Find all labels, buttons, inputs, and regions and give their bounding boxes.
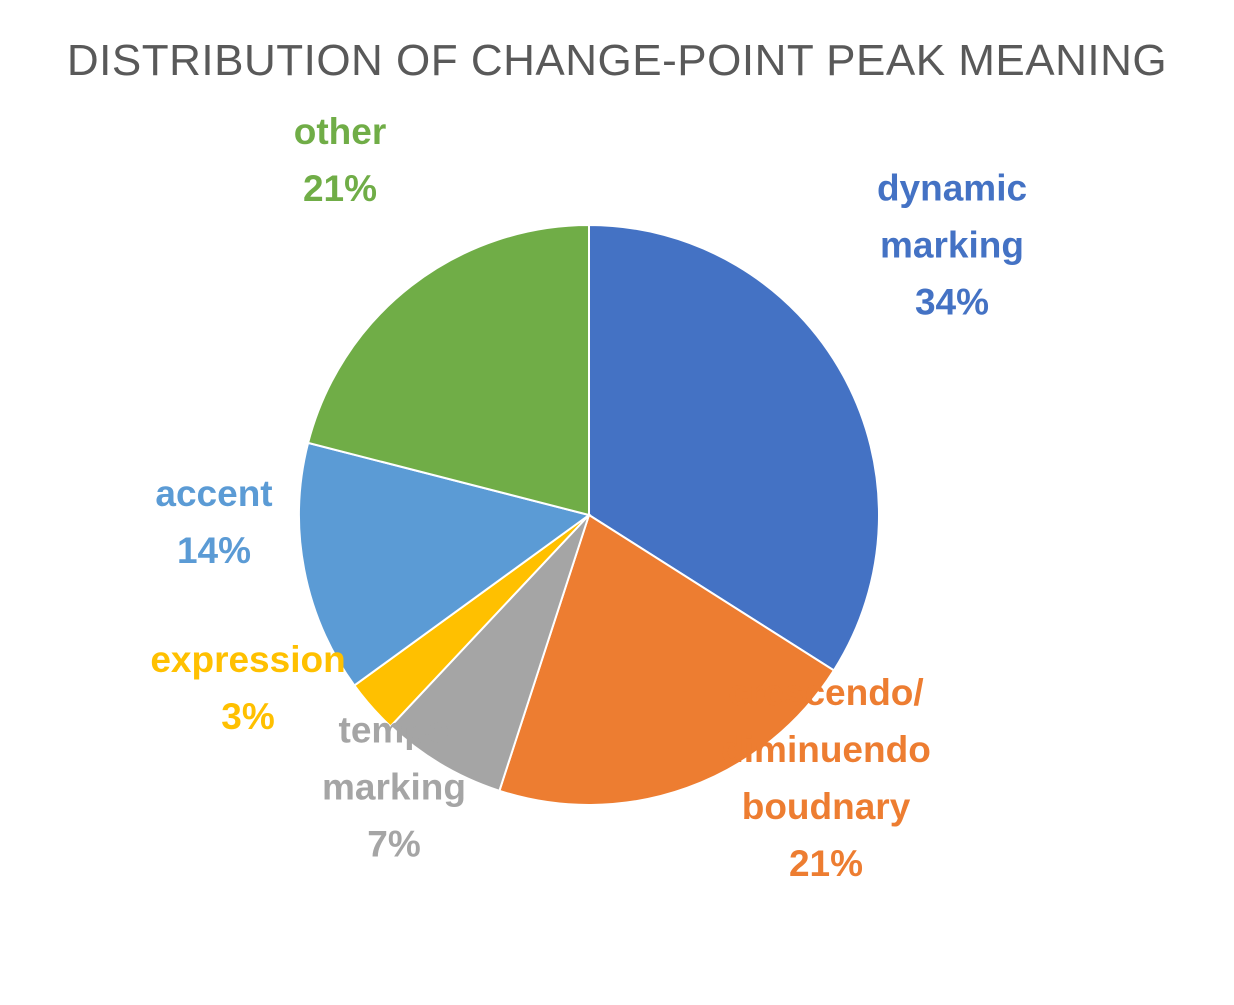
slice-value-label: 7% (367, 823, 421, 865)
slice-label: crescendo/diminuendo boudnary 21% (721, 664, 931, 892)
slice-label: expression 3% (150, 631, 345, 745)
slice-label-text: boudnary (741, 786, 911, 827)
pie-slice-crescendo- (498, 513, 836, 806)
pie-slice-dynamic (588, 223, 880, 672)
slice-label-text: diminuendo (721, 729, 931, 770)
slice-label-text: expression (150, 639, 346, 680)
slice-label: dynamic marking 34% (877, 160, 1027, 331)
slice-value-label: 14% (176, 530, 252, 571)
pie-slice-accent (298, 441, 592, 687)
slice-value-label: 3% (221, 696, 275, 737)
slice-label: tempo marking 7% (322, 702, 466, 873)
slice-label-text: other (293, 111, 387, 152)
slice-label-text: marking (880, 224, 1024, 266)
slice-value-label: 21% (788, 843, 864, 884)
slice-label: accent 14% (155, 465, 272, 579)
slice-value-label: 21% (302, 168, 378, 209)
slice-label-text: tempo (338, 709, 450, 751)
chart-title: DISTRIBUTION OF CHANGE-POINT PEAK MEANIN… (66, 36, 1168, 85)
slice-label-text: accent (155, 473, 273, 514)
slice-value-label: 34% (914, 281, 990, 323)
pie-slice-other (306, 223, 590, 517)
slice-label-text: dynamic (876, 167, 1028, 209)
slice-label: other 21% (294, 103, 387, 217)
pie-slice-tempo (389, 514, 590, 793)
slice-label-text: marking (322, 766, 466, 808)
slice-label-text: crescendo/ (728, 672, 924, 713)
